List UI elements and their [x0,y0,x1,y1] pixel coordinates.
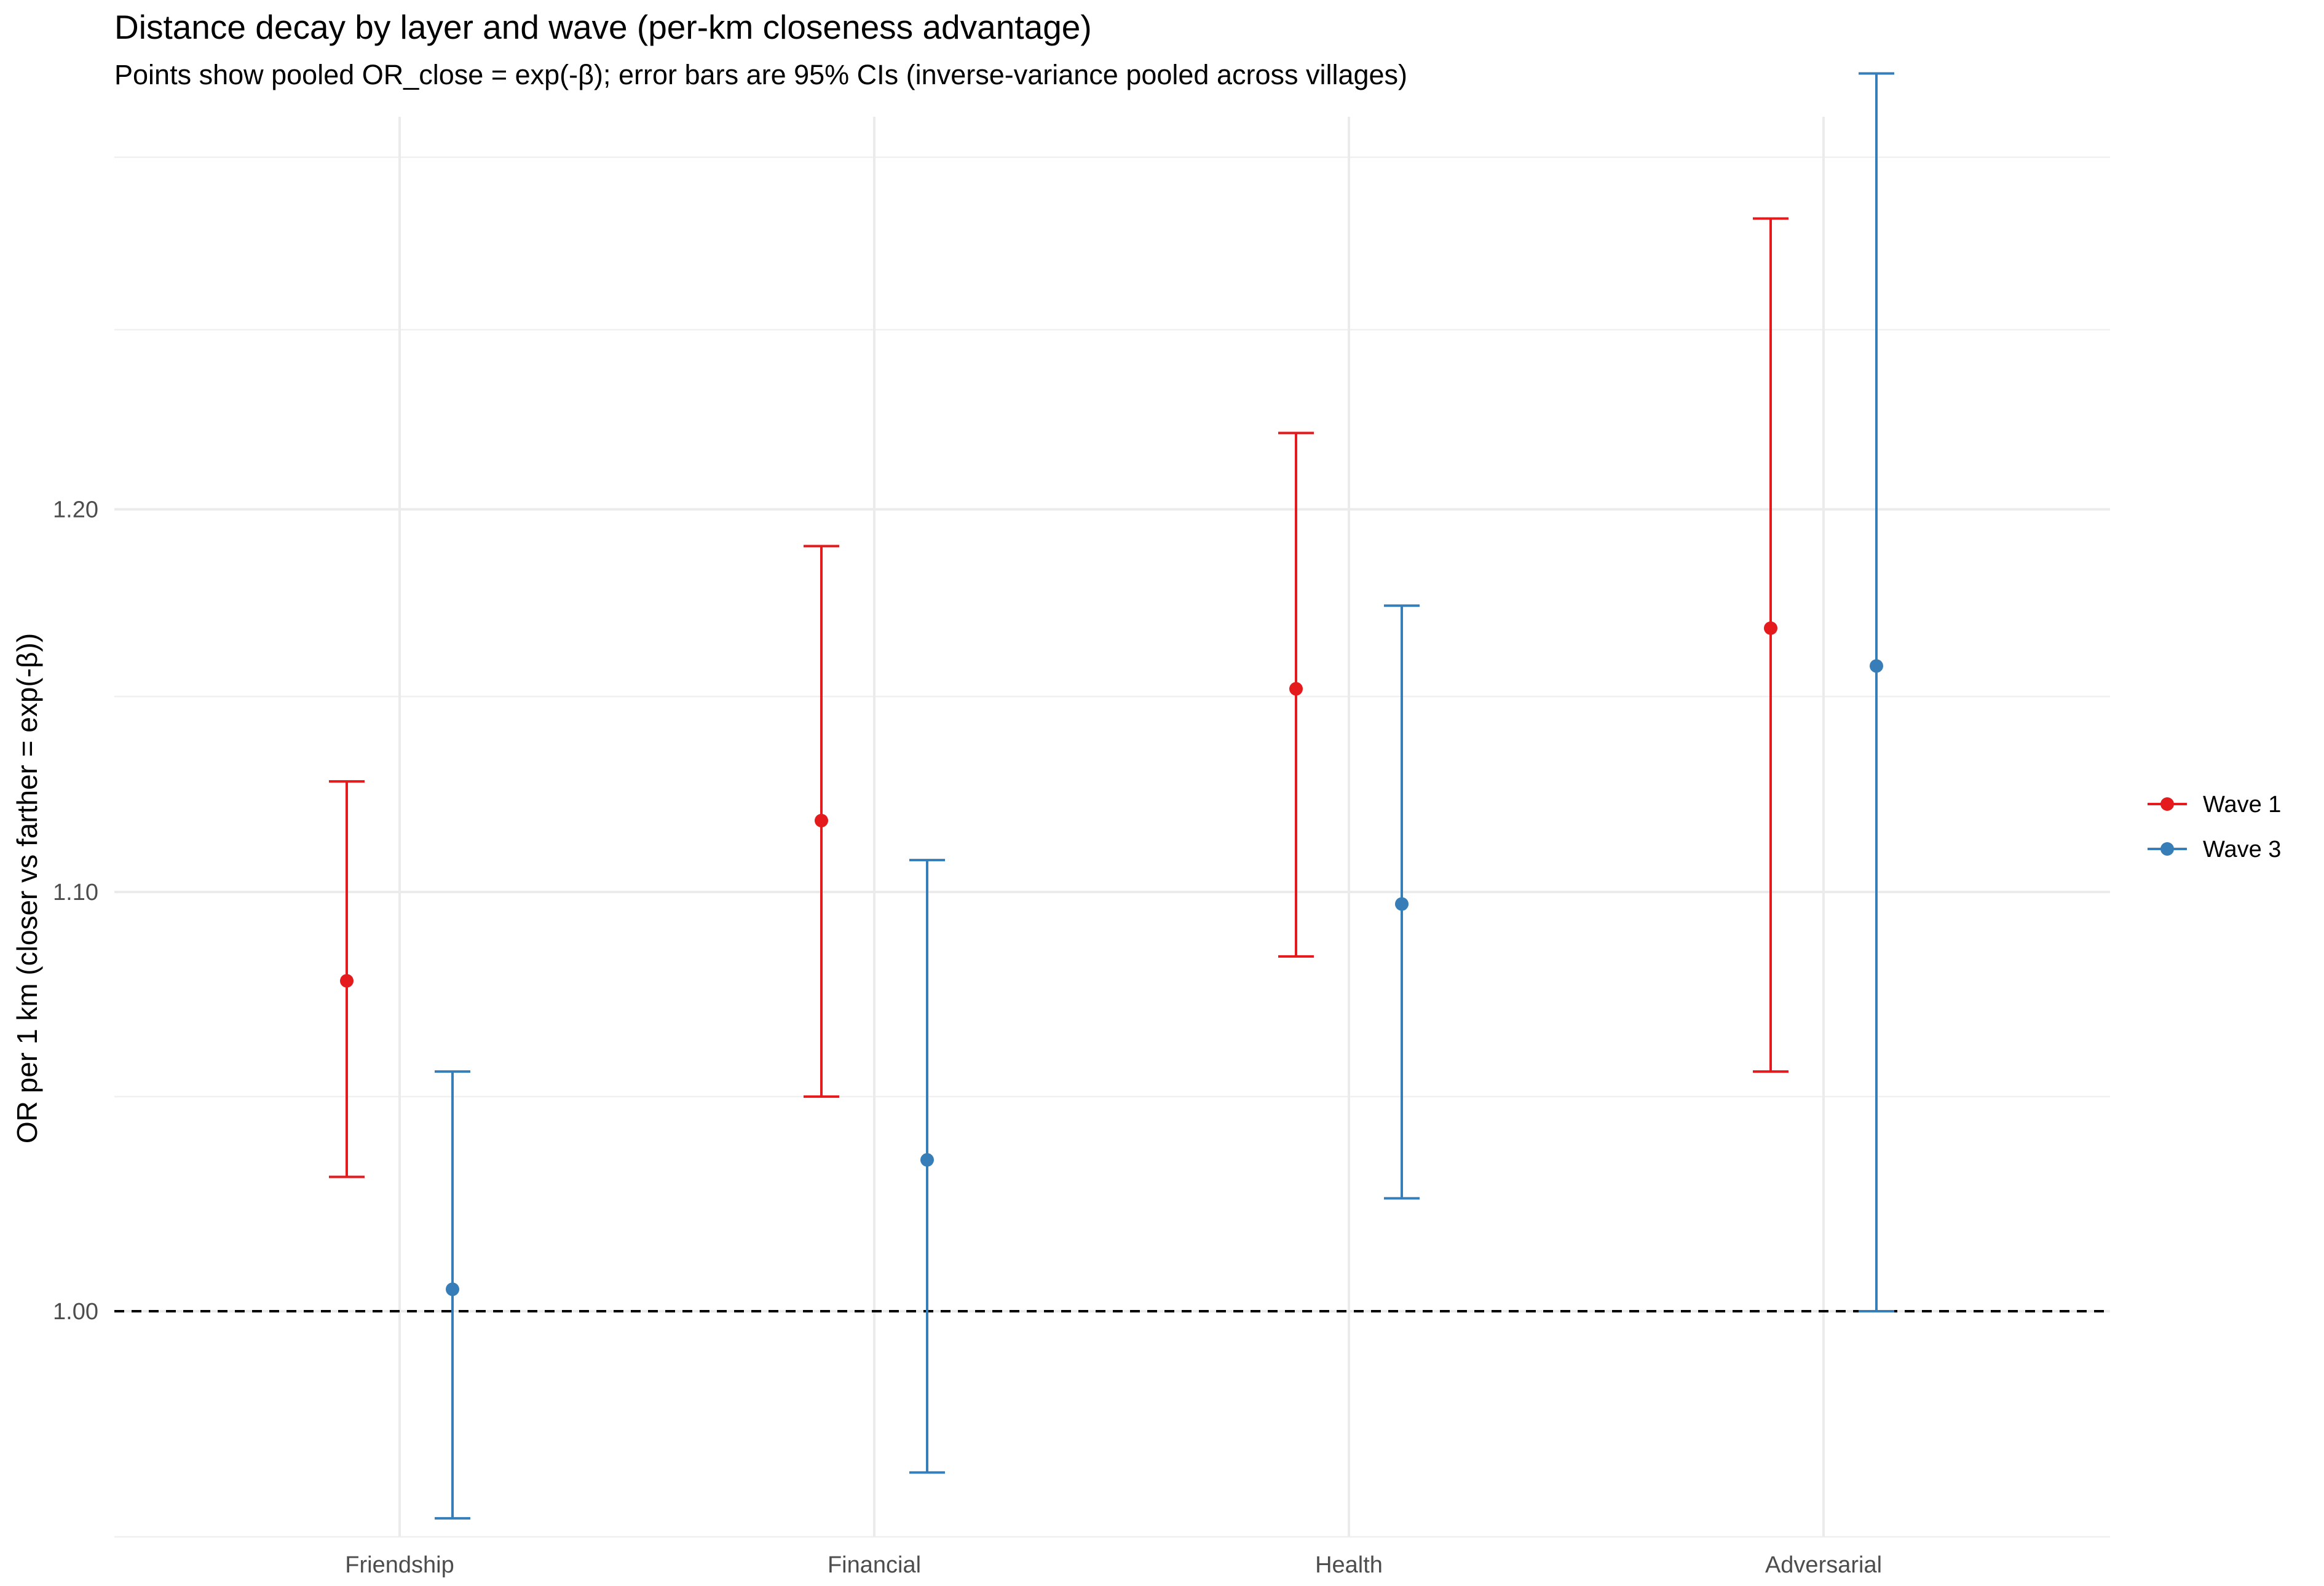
legend-key-point [2160,797,2174,811]
legend-item: Wave 1 [2148,792,2281,818]
errorbar-wave-3 [909,859,945,1474]
data-point-wave-1 [340,974,354,988]
chart-title: Distance decay by layer and wave (per-km… [114,8,1092,46]
y-tick-label: 1.10 [53,880,98,905]
data-point-wave-1 [1764,621,1777,635]
legend-key-point [2160,842,2174,856]
grid-minor-lines [114,156,2110,1538]
x-tick-label: Financial [828,1552,921,1578]
x-tick-label: Friendship [345,1552,454,1578]
data-marks [329,72,1894,1520]
legend: Wave 1 Wave 3 [2148,792,2281,862]
y-tick-label: 1.20 [53,497,98,523]
data-point-wave-1 [815,813,828,827]
errorbar-wave-1 [1753,217,1788,1073]
errorbar-wave-3 [1859,72,1894,1312]
y-axis-title: OR per 1 km (closer vs farther = exp(-β)… [11,633,43,1143]
legend-label: Wave 3 [2203,837,2281,862]
data-point-wave-3 [920,1153,934,1167]
x-tick-label: Adversarial [1765,1552,1882,1578]
data-point-wave-3 [1870,659,1883,673]
chart-subtitle: Points show pooled OR_close = exp(-β); e… [114,59,1408,90]
data-point-wave-3 [1395,897,1409,911]
data-point-wave-3 [446,1282,459,1296]
x-tick-label: Health [1315,1552,1383,1578]
y-tick-labels: 1.00 1.10 1.20 [53,497,98,1325]
errorbar-wave-3 [1384,604,1420,1200]
errorbar-wave-1 [804,545,839,1098]
data-point-wave-1 [1289,682,1303,696]
grid-vertical-lines [398,117,1825,1537]
errorbar-wave-3 [435,1070,470,1520]
grid-major-lines [114,508,2110,1312]
errorbar-wave-1 [329,780,365,1178]
y-tick-label: 1.00 [53,1299,98,1325]
x-tick-labels: Friendship Financial Health Adversarial [345,1552,1882,1578]
legend-label: Wave 1 [2203,792,2281,818]
legend-item: Wave 3 [2148,837,2281,862]
errorbar-wave-1 [1278,432,1314,958]
